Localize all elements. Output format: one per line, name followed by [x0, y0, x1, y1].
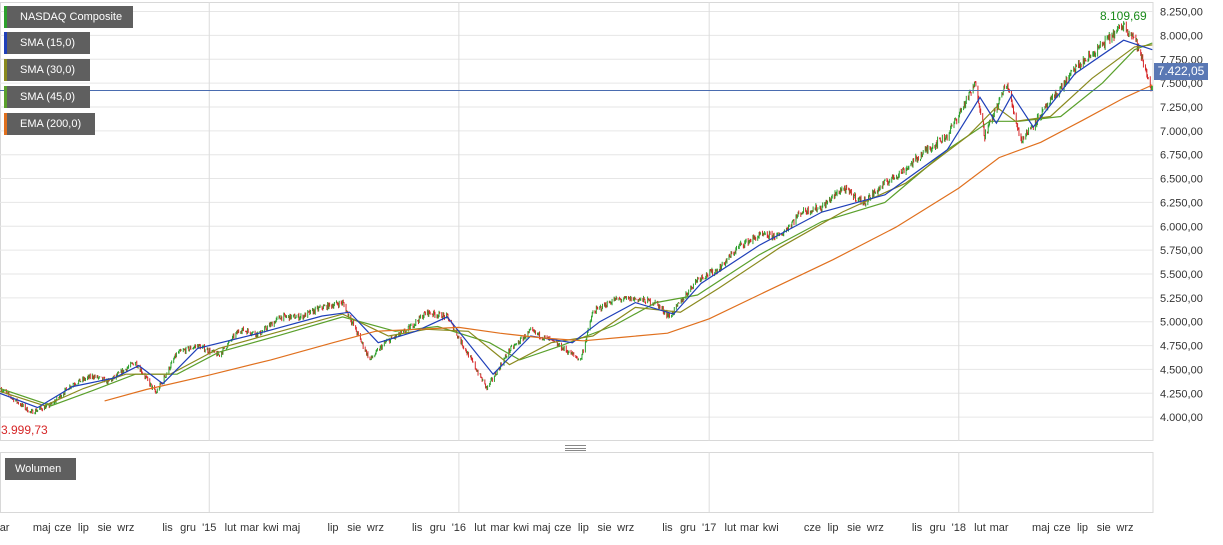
x-tick-label: cze [1053, 522, 1070, 534]
y-tick-label: 7.500,00 [1160, 78, 1203, 90]
x-tick-label: wrz [866, 522, 884, 534]
x-tick-label: mar [490, 522, 509, 534]
x-tick-label: lip [1077, 522, 1088, 534]
x-tick-label: kwi [763, 522, 779, 534]
sma15-line [0, 39, 1153, 409]
x-tick-label: maj [1032, 522, 1050, 534]
x-tick-label: gru [930, 522, 946, 534]
x-tick-label: gru [430, 522, 446, 534]
y-tick-label: 4.250,00 [1160, 388, 1203, 400]
sma30-line [0, 44, 1153, 407]
y-tick-label: 7.000,00 [1160, 126, 1203, 138]
x-tick-label: gru [680, 522, 696, 534]
x-tick-label: sie [598, 522, 612, 534]
y-tick-label: 7.250,00 [1160, 102, 1203, 114]
x-tick-label: '15 [202, 522, 216, 534]
y-tick-label: 4.750,00 [1160, 341, 1203, 353]
x-tick-label: mar [990, 522, 1009, 534]
y-tick-label: 4.500,00 [1160, 364, 1203, 376]
legend-sma15-label: SMA (15,0) [20, 37, 76, 49]
x-tick-label: lis [912, 522, 923, 534]
y-tick-label: 6.750,00 [1160, 150, 1203, 162]
ema200-line [104, 84, 1153, 402]
x-tick-label: cze [554, 522, 571, 534]
max-value-label: 8.109,69 [1100, 9, 1147, 23]
legend-sma45[interactable]: SMA (45,0) [4, 86, 90, 108]
x-tick-label: maj [533, 522, 551, 534]
x-tick-label: maj [33, 522, 51, 534]
x-tick-label: cze [804, 522, 821, 534]
legend-sma30-label: SMA (30,0) [20, 64, 76, 76]
y-tick-label: 6.000,00 [1160, 221, 1203, 233]
x-tick-label: sie [347, 522, 361, 534]
x-tick-label: cze [54, 522, 71, 534]
x-tick-label: lut [474, 522, 486, 534]
panel-resize-handle[interactable] [565, 445, 586, 451]
x-tick-label: mar [240, 522, 259, 534]
x-tick-label: '16 [452, 522, 466, 534]
legend-sma15[interactable]: SMA (15,0) [4, 32, 90, 54]
legend-sma45-label: SMA (45,0) [20, 91, 76, 103]
y-tick-label: 6.250,00 [1160, 197, 1203, 209]
x-tick-label: lip [578, 522, 589, 534]
y-tick-label: 6.500,00 [1160, 174, 1203, 186]
x-tick-label: mar [740, 522, 759, 534]
x-tick-label: sie [847, 522, 861, 534]
price-panel-frame [0, 2, 1154, 441]
x-tick-label: maj [282, 522, 300, 534]
last-price-badge: 7.422,05 [1154, 63, 1208, 80]
sma45-line [0, 42, 1153, 407]
x-tick-label: gru [180, 522, 196, 534]
y-tick-label: 4.000,00 [1160, 412, 1203, 424]
x-tick-label: wrz [116, 522, 134, 534]
y-tick-label: 7.750,00 [1160, 54, 1203, 66]
y-tick-label: 5.750,00 [1160, 245, 1203, 257]
legend-sma30[interactable]: SMA (30,0) [4, 59, 90, 81]
x-tick-label: wrz [616, 522, 634, 534]
legend-ema200[interactable]: EMA (200,0) [4, 113, 95, 135]
x-tick-label: kwi [513, 522, 529, 534]
x-tick-label: wrz [1115, 522, 1133, 534]
legend-nasdaq[interactable]: NASDAQ Composite [4, 6, 133, 28]
x-tick-label: '17 [702, 522, 716, 534]
y-tick-label: 5.250,00 [1160, 293, 1203, 305]
x-tick-label: lip [328, 522, 339, 534]
x-tick-label: wrz [366, 522, 384, 534]
x-tick-label: lip [78, 522, 89, 534]
legend-ema200-label: EMA (200,0) [20, 118, 82, 130]
x-tick-label: lut [974, 522, 986, 534]
volume-panel-frame [0, 452, 1154, 513]
x-tick-label: mar [0, 522, 10, 534]
legend-nasdaq-label: NASDAQ Composite [20, 11, 123, 23]
y-tick-label: 8.250,00 [1160, 7, 1203, 19]
x-tick-label: lis [412, 522, 423, 534]
x-tick-label: sie [98, 522, 112, 534]
x-tick-label: lis [662, 522, 673, 534]
min-value-label: 3.999,73 [1, 423, 48, 437]
x-tick-label: '18 [952, 522, 966, 534]
x-tick-label: lut [225, 522, 237, 534]
x-tick-label: lip [827, 522, 838, 534]
volume-panel-label: Wolumen [5, 458, 76, 480]
x-tick-label: kwi [263, 522, 279, 534]
y-tick-label: 5.000,00 [1160, 317, 1203, 329]
y-tick-label: 8.000,00 [1160, 30, 1203, 42]
y-tick-label: 5.500,00 [1160, 269, 1203, 281]
x-tick-label: lut [725, 522, 737, 534]
x-tick-label: lis [162, 522, 173, 534]
x-tick-label: sie [1097, 522, 1111, 534]
